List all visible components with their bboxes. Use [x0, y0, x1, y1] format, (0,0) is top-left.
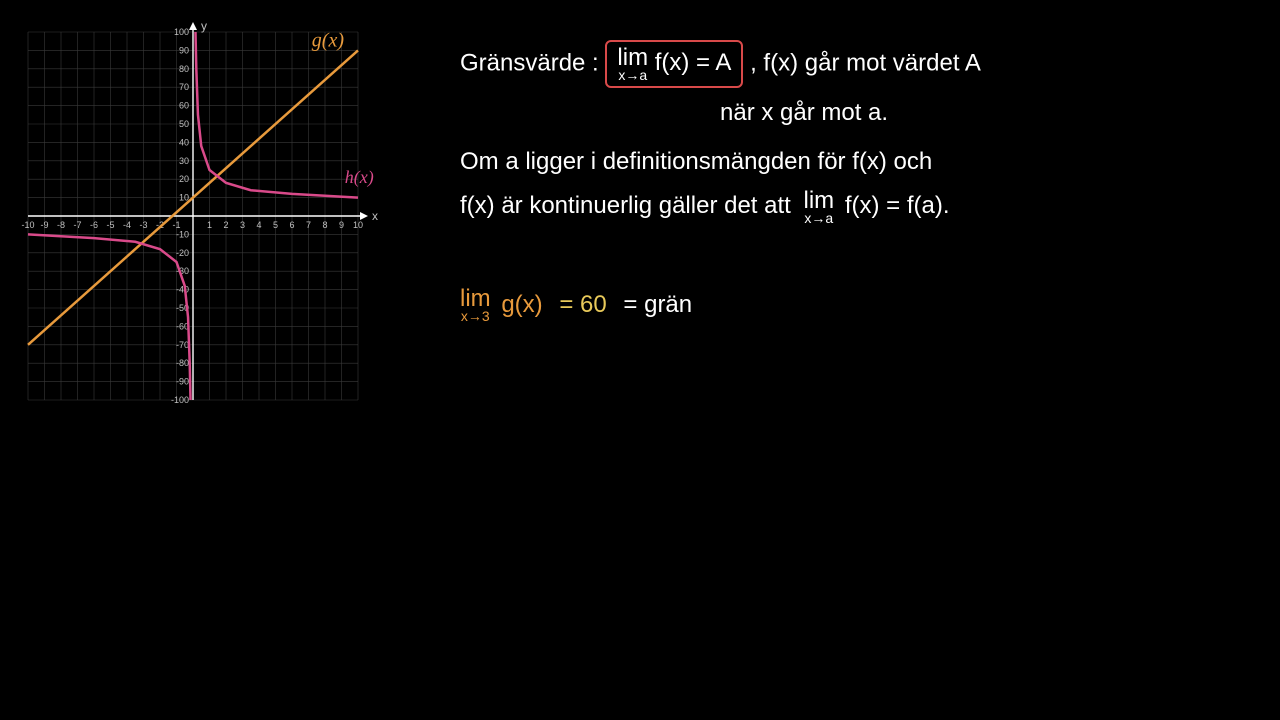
line3-text: Om a ligger i definitionsmängden för f(x… [460, 148, 932, 175]
svg-text:-9: -9 [40, 220, 48, 230]
svg-text:-4: -4 [123, 220, 131, 230]
svg-text:100: 100 [174, 27, 189, 37]
svg-text:6: 6 [289, 220, 294, 230]
svg-text:20: 20 [179, 174, 189, 184]
svg-text:-7: -7 [73, 220, 81, 230]
svg-text:90: 90 [179, 45, 189, 55]
lim-sub: x→a [617, 68, 648, 82]
line4a-text: f(x) är kontinuerlig gäller det att [460, 192, 791, 219]
limit-box: lim x→a f(x) = A [605, 40, 743, 88]
limit-stack: lim x→a [617, 46, 648, 82]
svg-text:-40: -40 [176, 285, 189, 295]
notes-panel: Gränsvärde : lim x→a f(x) = A , f(x) går… [460, 40, 1260, 330]
title-prefix: Gränsvärde : [460, 50, 599, 77]
svg-text:50: 50 [179, 119, 189, 129]
svg-text:8: 8 [322, 220, 327, 230]
svg-text:-90: -90 [176, 377, 189, 387]
svg-text:-8: -8 [57, 220, 65, 230]
svg-text:-20: -20 [176, 248, 189, 258]
svg-text:h(x): h(x) [345, 167, 374, 188]
svg-text:1: 1 [207, 220, 212, 230]
svg-text:-6: -6 [90, 220, 98, 230]
line4-rhs: f(x) = f(a). [845, 192, 950, 219]
example-lim-stack: lim x→3 [460, 287, 491, 323]
svg-text:g(x): g(x) [312, 30, 345, 52]
svg-text:-5: -5 [106, 220, 114, 230]
definition-line-2: när x går mot a. [720, 94, 1260, 132]
eq-gx: g(x) [501, 291, 542, 318]
line2-text: när x går mot a. [720, 99, 888, 126]
svg-text:-70: -70 [176, 340, 189, 350]
svg-text:-80: -80 [176, 358, 189, 368]
svg-text:9: 9 [339, 220, 344, 230]
svg-text:y: y [201, 19, 207, 33]
after-box: , f(x) går mot värdet A [750, 50, 981, 77]
example-line: lim x→3 g(x) = 60 = grän [460, 286, 1260, 324]
svg-text:2: 2 [223, 220, 228, 230]
eq-gran: = grän [623, 291, 692, 318]
graph-panel: -10-9-8-7-6-5-4-3-2-112345678910-100-90-… [18, 12, 378, 412]
svg-text:3: 3 [240, 220, 245, 230]
svg-text:30: 30 [179, 156, 189, 166]
svg-text:4: 4 [256, 220, 261, 230]
svg-text:80: 80 [179, 64, 189, 74]
continuity-line-1: Om a ligger i definitionsmängden för f(x… [460, 143, 1260, 181]
eq-lim-sub: x→3 [460, 309, 491, 323]
svg-text:5: 5 [273, 220, 278, 230]
line4-lim-stack: lim x→a [804, 189, 835, 225]
continuity-line-2: f(x) är kontinuerlig gäller det att lim … [460, 187, 1260, 225]
svg-text:-10: -10 [176, 229, 189, 239]
eq-60: = 60 [559, 291, 606, 318]
svg-text:40: 40 [179, 137, 189, 147]
svg-text:10: 10 [353, 220, 363, 230]
line4-lim-sub: x→a [804, 211, 835, 225]
svg-text:-3: -3 [139, 220, 147, 230]
svg-text:-100: -100 [171, 395, 189, 405]
svg-text:70: 70 [179, 82, 189, 92]
svg-text:7: 7 [306, 220, 311, 230]
svg-text:-10: -10 [21, 220, 34, 230]
svg-text:60: 60 [179, 101, 189, 111]
graph-svg: -10-9-8-7-6-5-4-3-2-112345678910-100-90-… [18, 12, 378, 412]
svg-text:x: x [372, 209, 378, 223]
definition-line-1: Gränsvärde : lim x→a f(x) = A , f(x) går… [460, 40, 1260, 88]
lim-rhs: f(x) = A [655, 49, 732, 76]
